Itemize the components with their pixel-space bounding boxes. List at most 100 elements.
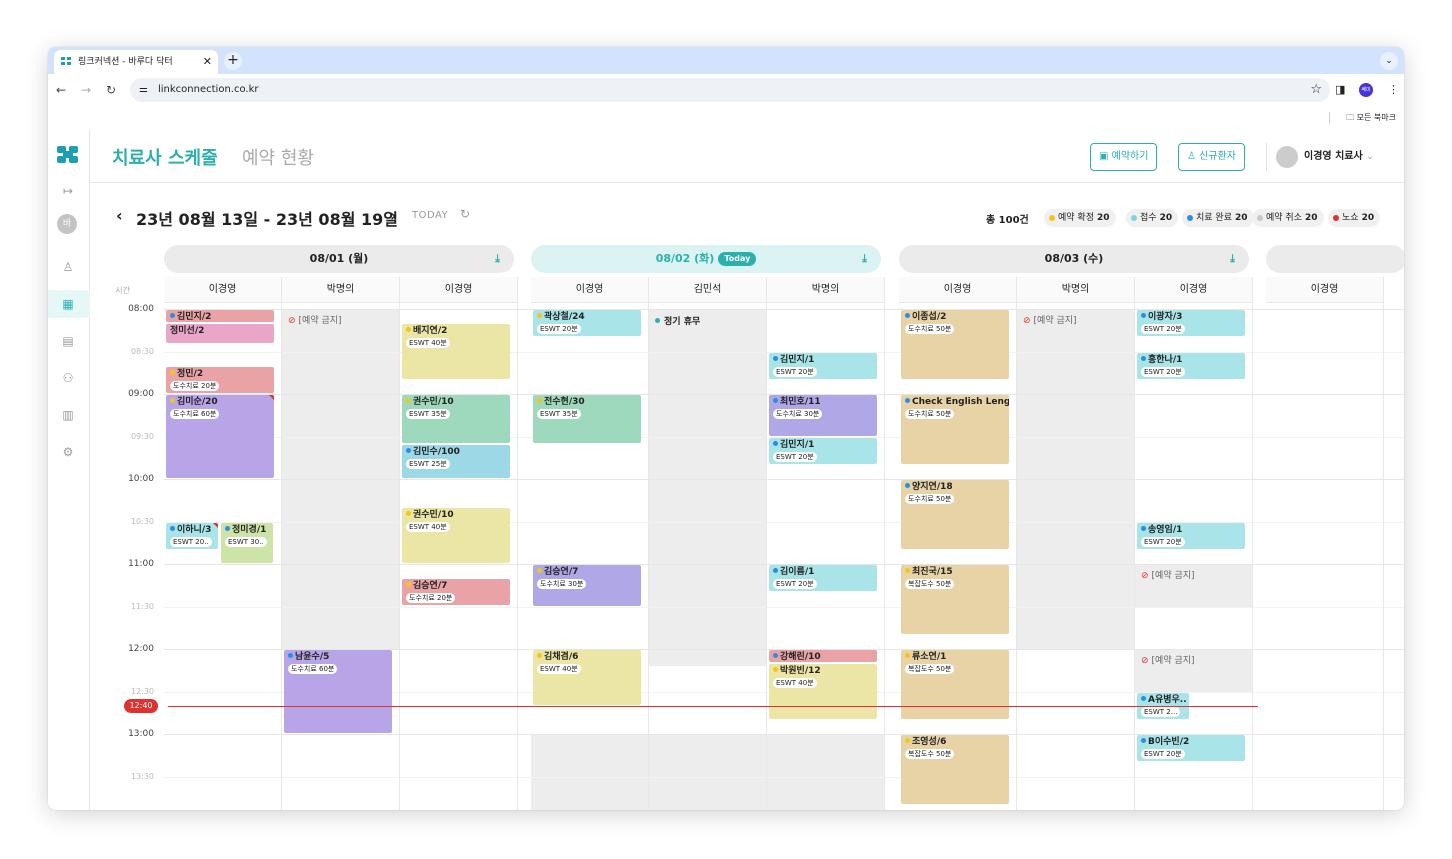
- appointment-card[interactable]: 권수민/10 ESWT 35분: [402, 395, 510, 443]
- ban-icon: ⊘: [1141, 571, 1149, 581]
- tab-search-icon[interactable]: ⌄: [1380, 52, 1398, 70]
- treatment-tag: ESWT 2...: [1141, 706, 1181, 717]
- appointment-card[interactable]: 최진국/15 복잡도수 50분: [901, 565, 1009, 634]
- grid-line: [164, 734, 1404, 735]
- appointment-card[interactable]: 김승연/7 도수치료 30분: [533, 565, 641, 606]
- clipboard-icon[interactable]: ▤: [62, 334, 74, 348]
- appointment-card[interactable]: 조영성/6 복잡도수 50분: [901, 735, 1009, 804]
- side-panel-icon[interactable]: ◨: [1335, 83, 1346, 96]
- appointment-card[interactable]: 양지연/18 도수치료 50분: [901, 480, 1009, 549]
- appointment-card[interactable]: 김민지/1 ESWT 20분: [769, 352, 877, 379]
- legend-badge[interactable]: 예약 확정 20: [1044, 209, 1116, 227]
- appointment-card[interactable]: 배지연/2 ESWT 40분: [402, 324, 510, 379]
- appointment-card[interactable]: 박원빈/12 ESWT 40분: [769, 664, 877, 719]
- forward-icon[interactable]: →: [81, 83, 92, 97]
- appointment-card[interactable]: 김민지/2: [166, 310, 274, 323]
- bookmark-star-icon[interactable]: ☆: [1310, 82, 1322, 97]
- status-dot: [773, 667, 778, 673]
- appointment-patient: 홍한나/1: [1141, 355, 1241, 366]
- download-icon[interactable]: ⤓: [495, 252, 500, 265]
- page-title[interactable]: 치료사 스케줄: [112, 148, 218, 169]
- reservation-status-tab[interactable]: 예약 현황: [242, 148, 314, 169]
- appointment-card[interactable]: B이수빈/2 ESWT 20분: [1137, 735, 1245, 762]
- appointment-card[interactable]: 김채겸/6 ESWT 40분: [533, 650, 641, 705]
- therapist-column-header: 이경영: [1135, 277, 1253, 303]
- new-patient-button[interactable]: ♙ 신규환자: [1178, 143, 1245, 171]
- appointment-card[interactable]: 김민지/1 ESWT 20분: [769, 437, 877, 464]
- closed-slot: [531, 734, 648, 810]
- legend-badge[interactable]: 접수 20: [1126, 209, 1179, 227]
- download-icon[interactable]: ⤓: [862, 252, 867, 265]
- appointment-card[interactable]: 송영임/1 ESWT 20분: [1137, 522, 1245, 549]
- appointment-card[interactable]: 김민수/100 ESWT 25분: [402, 444, 510, 478]
- profile-avatar[interactable]: 쎄미: [1359, 83, 1373, 97]
- appointment-card[interactable]: 홍한나/1 ESWT 20분: [1137, 352, 1245, 379]
- browser-tab[interactable]: 링크커넥션 - 바루다 닥터 ✕: [54, 50, 218, 74]
- calendar-icon[interactable]: ▦: [62, 297, 74, 311]
- settings-icon[interactable]: ⚙: [62, 445, 74, 459]
- user-menu[interactable]: 이경영 치료사 ⌄: [1276, 145, 1374, 169]
- treatment-tag: ESWT 20분: [1141, 536, 1185, 547]
- appointment-card[interactable]: Check English Length 도수치료 50분: [901, 395, 1009, 464]
- appointment-card[interactable]: 강해린/10: [769, 650, 877, 663]
- today-badge: Today: [718, 252, 757, 266]
- appointment-card[interactable]: 김승연/7 도수치료 20분: [402, 579, 510, 606]
- refresh-icon[interactable]: ↻: [460, 207, 471, 221]
- appointment-patient: 류소연/1: [905, 652, 1005, 663]
- appointment-card[interactable]: 정민/2 도수치료 20분: [166, 366, 274, 393]
- status-dot: [406, 327, 411, 333]
- new-tab-button[interactable]: +: [224, 52, 242, 70]
- appointment-card[interactable]: 이종섭/2 도수치료 50분: [901, 310, 1009, 379]
- status-dot: [406, 511, 411, 517]
- status-dot: [1141, 738, 1146, 743]
- stats-icon[interactable]: ▥: [62, 408, 74, 422]
- grid-line: [164, 309, 1404, 310]
- status-dot: [905, 738, 910, 743]
- patient-name: 김민지/2: [177, 312, 212, 322]
- appointment-card[interactable]: 권수민/10 ESWT 40분: [402, 508, 510, 563]
- book-button[interactable]: ▣ 예약하기: [1090, 143, 1158, 171]
- back-icon[interactable]: ←: [56, 83, 67, 97]
- appointment-patient: Check English Length: [905, 397, 1009, 408]
- legend-count: 20: [1159, 213, 1173, 223]
- next-week-icon[interactable]: ›: [390, 206, 397, 225]
- patient-icon[interactable]: ♙: [62, 260, 74, 274]
- download-icon[interactable]: ⤓: [1230, 252, 1235, 265]
- address-bar[interactable]: ⚌ linkconnection.co.kr ☆: [130, 78, 1330, 102]
- appointment-card[interactable]: 곽상철/24 ESWT 20분: [533, 310, 641, 337]
- appointment-card[interactable]: 최민호/11 도수치료 30분: [769, 395, 877, 436]
- all-bookmarks-link[interactable]: 🗀 모든 북마크: [1346, 106, 1396, 130]
- legend-badge[interactable]: 노쇼 20: [1328, 209, 1381, 227]
- treatment-tag: ESWT 20분: [1141, 749, 1185, 759]
- expand-sidebar-icon[interactable]: ↦: [62, 184, 74, 198]
- legend-badge[interactable]: 예약 취소 20: [1252, 209, 1324, 227]
- book-button-label: 예약하기: [1111, 151, 1149, 162]
- reload-icon[interactable]: ↻: [106, 83, 117, 97]
- appointment-card[interactable]: 이하니/3 ESWT 20..: [166, 522, 218, 549]
- legend-count: 20: [1361, 213, 1375, 223]
- patient-name: 송영임/1: [1148, 524, 1183, 535]
- therapist-column-header: 이경영: [400, 277, 518, 303]
- team-icon[interactable]: ⚇: [62, 371, 74, 385]
- appointment-card[interactable]: 김미순/20 도수치료 60분: [166, 395, 274, 478]
- app-logo-icon[interactable]: [57, 146, 79, 164]
- sidebar-avatar[interactable]: 바: [57, 214, 77, 234]
- status-dot: [773, 653, 778, 658]
- appointment-card[interactable]: 전수현/30 ESWT 35분: [533, 395, 641, 443]
- site-info-icon[interactable]: ⚌: [139, 84, 148, 95]
- appointment-card[interactable]: 남윤수/5 도수치료 60분: [284, 650, 392, 733]
- prev-week-icon[interactable]: ‹: [116, 206, 123, 225]
- appointment-card[interactable]: 김이름/1 ESWT 20분: [769, 565, 877, 592]
- appointment-card[interactable]: 정미경/1 ESWT 30..: [221, 522, 273, 563]
- patient-name: 정민/2: [177, 368, 204, 379]
- appointment-card[interactable]: 이광자/3 ESWT 20분: [1137, 310, 1245, 337]
- patient-name: 김민지/1: [780, 354, 815, 365]
- browser-menu-icon[interactable]: ⋮: [1388, 83, 1399, 96]
- appointment-card[interactable]: 류소연/1 복잡도수 50분: [901, 650, 1009, 719]
- treatment-tag: 도수치료 50분: [905, 494, 955, 504]
- appointment-card[interactable]: 정미선/2: [166, 324, 274, 344]
- today-button[interactable]: TODAY: [412, 210, 449, 221]
- date-range: 23년 08월 13일 - 23년 08월 19일: [136, 210, 398, 229]
- close-tab-icon[interactable]: ✕: [202, 55, 212, 68]
- legend-badge[interactable]: 치료 완료 20: [1182, 209, 1254, 227]
